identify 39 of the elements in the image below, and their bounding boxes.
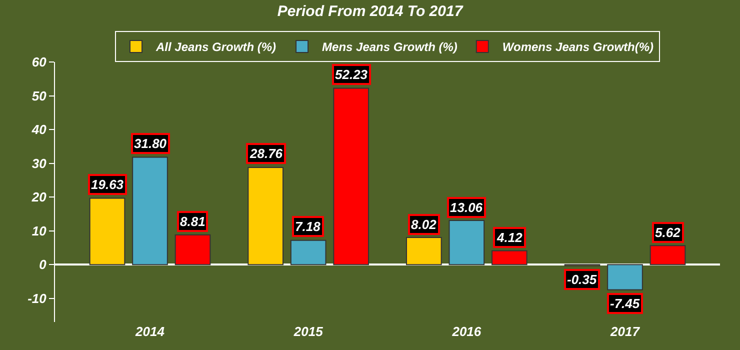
bar xyxy=(248,166,284,266)
text: 4.12 xyxy=(497,230,522,245)
text: -7.45 xyxy=(610,296,640,311)
x-tick-label: 2017 xyxy=(610,324,640,339)
bar xyxy=(333,88,369,266)
x-tick-label: 2015 xyxy=(292,324,324,339)
bar xyxy=(290,240,326,266)
y-tick-label: 40 xyxy=(30,122,48,138)
text: 52.23 xyxy=(335,67,368,82)
bar xyxy=(174,234,211,266)
text: 8.02 xyxy=(411,217,436,232)
bar xyxy=(89,198,126,266)
y-tick-label: 50 xyxy=(32,88,48,104)
bar xyxy=(650,245,686,266)
bar xyxy=(448,220,485,266)
text: 28.76 xyxy=(250,146,283,161)
y-tick-label: -10 xyxy=(28,290,48,306)
y-tick-label: 10 xyxy=(32,223,48,238)
chart-title: Period From 2014 To 2017 xyxy=(277,2,464,20)
text: 13.06 xyxy=(450,200,483,215)
legend-label: All Jeans Growth (%) xyxy=(155,40,276,54)
bar xyxy=(132,156,168,266)
y-tick-label: 30 xyxy=(32,156,48,171)
bar xyxy=(607,264,643,290)
text: 7.18 xyxy=(295,219,320,234)
y-tick-label: 60 xyxy=(32,54,48,70)
legend-label: Mens Jeans Growth (%) xyxy=(322,40,458,54)
y-tick-label: 0 xyxy=(39,257,48,272)
text: 8.81 xyxy=(180,214,206,229)
bar xyxy=(492,250,528,266)
x-tick-label: 2016 xyxy=(451,324,482,339)
text: 19.63 xyxy=(91,177,124,192)
bar xyxy=(406,237,442,266)
text: -0.35 xyxy=(567,272,597,287)
y-tick-label: 20 xyxy=(30,190,48,205)
text: 31.80 xyxy=(134,136,167,151)
x-tick-label: 2014 xyxy=(134,324,166,339)
text: 5.62 xyxy=(655,225,680,240)
legend-label: Womens Jeans Growth(%) xyxy=(502,40,654,54)
